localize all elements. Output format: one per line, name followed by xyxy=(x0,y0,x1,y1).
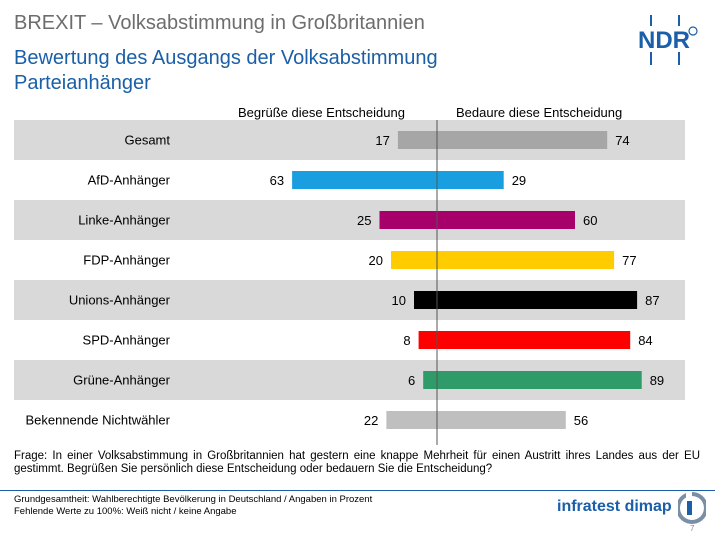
value-label-bedaure: 89 xyxy=(650,373,664,388)
category-label: Bekennende Nichtwähler xyxy=(25,413,170,428)
bar-bedaure xyxy=(437,211,575,229)
footer-divider xyxy=(0,490,715,491)
legend-begruesse: Begrüße diese Entscheidung xyxy=(238,105,405,120)
bar-begruesse xyxy=(292,171,437,189)
bar-bedaure xyxy=(437,291,638,309)
value-label-bedaure: 60 xyxy=(583,213,597,228)
footnote-population: Grundgesamtheit: Wahlberechtigte Bevölke… xyxy=(14,494,373,505)
bar-begruesse xyxy=(379,211,437,229)
bar-begruesse xyxy=(418,331,437,349)
category-label: FDP-Anhänger xyxy=(83,253,170,268)
value-label-bedaure: 56 xyxy=(574,413,588,428)
value-label-begruesse: 8 xyxy=(403,333,410,348)
value-label-begruesse: 63 xyxy=(270,173,284,188)
question-text: Frage: In einer Volksabstimmung in Großb… xyxy=(14,450,700,475)
registered-mark-icon xyxy=(688,26,698,36)
value-label-begruesse: 20 xyxy=(369,253,383,268)
subtitle-line-2: Parteianhänger xyxy=(14,72,151,94)
ndr-logo: NDR xyxy=(636,15,698,65)
ndr-logo-text: NDR xyxy=(638,27,690,54)
infratest-logo-icon xyxy=(678,492,706,524)
legend-bedaure: Bedaure diese Entscheidung xyxy=(456,105,623,120)
category-label: AfD-Anhänger xyxy=(88,173,171,188)
bar-begruesse xyxy=(423,371,437,389)
value-label-begruesse: 10 xyxy=(392,293,406,308)
category-label: Linke-Anhänger xyxy=(78,213,170,228)
bar-bedaure xyxy=(437,411,566,429)
infratest-brand: infratest dimap xyxy=(557,498,672,515)
category-label: SPD-Anhänger xyxy=(83,333,171,348)
bar-chart: Gesamt 17 74 AfD-Anhänger 63 29 Linke-Anhänger… xyxy=(14,120,685,445)
category-label: Gesamt xyxy=(124,133,170,148)
bar-bedaure xyxy=(437,251,615,269)
value-label-begruesse: 17 xyxy=(375,133,389,148)
bar-bedaure xyxy=(437,371,642,389)
value-label-bedaure: 87 xyxy=(645,293,659,308)
value-label-bedaure: 29 xyxy=(512,173,526,188)
value-label-bedaure: 74 xyxy=(615,133,629,148)
bar-begruesse xyxy=(397,131,437,149)
value-label-begruesse: 25 xyxy=(357,213,371,228)
category-label: Grüne-Anhänger xyxy=(73,373,171,388)
bar-begruesse xyxy=(386,411,437,429)
bar-bedaure xyxy=(437,171,504,189)
value-label-begruesse: 6 xyxy=(408,373,415,388)
subtitle-line-1: Bewertung des Ausgangs der Volksabstimmu… xyxy=(14,47,438,69)
page-number: 7 xyxy=(690,524,695,533)
bar-bedaure xyxy=(437,331,631,349)
page-title: BREXIT – Volksabstimmung in Großbritanni… xyxy=(14,12,425,34)
category-label: Unions-Anhänger xyxy=(69,293,171,308)
value-label-bedaure: 84 xyxy=(638,333,652,348)
value-label-bedaure: 77 xyxy=(622,253,636,268)
value-label-begruesse: 22 xyxy=(364,413,378,428)
bar-begruesse xyxy=(391,251,437,269)
footnote-missing: Fehlende Werte zu 100%: Weiß nicht / kei… xyxy=(14,506,237,517)
bar-begruesse xyxy=(414,291,437,309)
bar-bedaure xyxy=(437,131,608,149)
